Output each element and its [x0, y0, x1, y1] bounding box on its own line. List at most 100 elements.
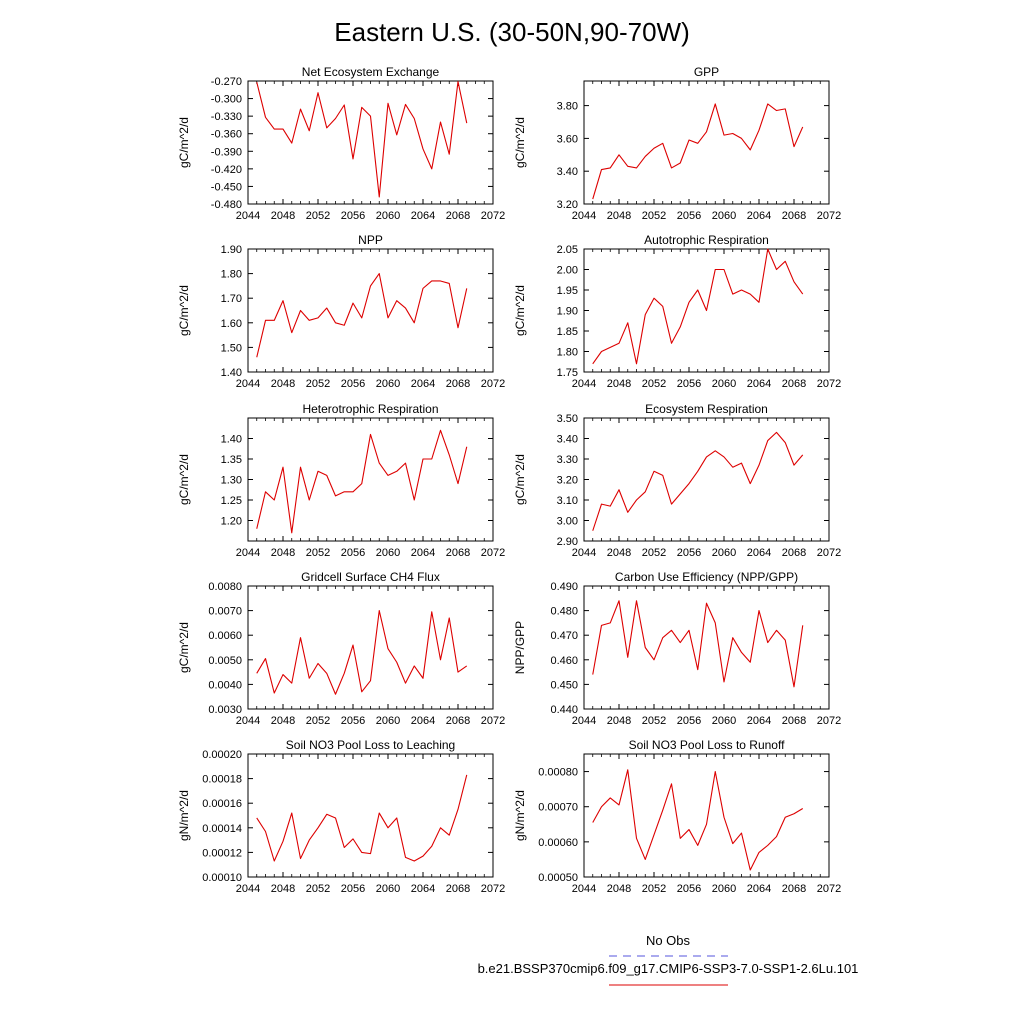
chart-5-ytick-label: 2.90	[557, 536, 578, 548]
chart-8-xtick-label: 2072	[481, 883, 505, 895]
chart-9-title: Soil NO3 Pool Loss to Runoff	[629, 738, 786, 752]
chart-8-xtick-label: 2060	[376, 883, 400, 895]
chart-2-xtick-label: 2056	[341, 378, 365, 390]
chart-7-series-0-line	[592, 600, 804, 688]
chart-7-xtick-label: 2056	[677, 715, 701, 727]
chart-3-ytick-label: 2.00	[557, 265, 578, 277]
chart-2: NPP gC/m^2/d 2044 2048 2052 2056 2060 2064 2068 2…	[177, 233, 505, 390]
chart-8-ytick-label: 0.00014	[202, 823, 242, 835]
chart-5-title: Ecosystem Respiration	[645, 402, 768, 416]
chart-7-xtick-label: 2072	[817, 715, 841, 727]
chart-5-xtick-label: 2056	[677, 547, 701, 559]
chart-6-ytick-label: 0.0080	[208, 581, 242, 593]
chart-6-xtick-label: 2068	[446, 715, 470, 727]
chart-4-ylabel: gC/m^2/d	[177, 454, 191, 505]
chart-7-xtick-label: 2068	[782, 715, 806, 727]
chart-3-series-0-line	[592, 248, 804, 365]
panels: Net Ecosystem Exchange gC/m^2/d 2044 2048 20…	[177, 65, 841, 895]
chart-0-ylabel: gC/m^2/d	[177, 117, 191, 168]
chart-2-xtick-label: 2068	[446, 378, 470, 390]
chart-6-xtick-label: 2060	[376, 715, 400, 727]
chart-3-xtick-label: 2072	[817, 378, 841, 390]
chart-7-ytick-label: 0.440	[550, 704, 578, 716]
chart-4-xtick-label: 2068	[446, 547, 470, 559]
chart-7-ytick-label: 0.490	[550, 581, 578, 593]
chart-0-ytick-label: -0.270	[211, 76, 242, 88]
chart-0-ytick-label: -0.360	[211, 129, 242, 141]
chart-0-ytick-label: -0.450	[211, 181, 242, 193]
chart-5-xtick-label: 2068	[782, 547, 806, 559]
chart-1-series-0-line	[592, 103, 804, 200]
chart-2-xtick-label: 2060	[376, 378, 400, 390]
chart-5-ytick-label: 3.10	[557, 495, 578, 507]
chart-7-ytick-label: 0.450	[550, 679, 578, 691]
chart-3: Autotrophic Respiration gC/m^2/d 2044 2048 2…	[513, 233, 841, 390]
chart-9-xtick-label: 2048	[607, 883, 631, 895]
chart-6-xtick-label: 2064	[411, 715, 435, 727]
chart-0-xtick-label: 2072	[481, 210, 505, 222]
chart-3-ylabel: gC/m^2/d	[513, 285, 527, 336]
legend: No Obs b.e21.BSSP370cmip6.f09_g17.CMIP6-…	[478, 933, 859, 986]
chart-8-title: Soil NO3 Pool Loss to Leaching	[286, 738, 455, 752]
chart-4-ytick-label: 1.20	[221, 516, 242, 528]
chart-6-xtick-label: 2044	[236, 715, 260, 727]
chart-0-xtick-label: 2052	[306, 210, 330, 222]
chart-3-ytick-label: 2.05	[557, 244, 578, 256]
chart-5-ytick-label: 3.00	[557, 516, 578, 528]
chart-0-xtick-label: 2068	[446, 210, 470, 222]
chart-3-xtick-label: 2064	[747, 378, 771, 390]
chart-9-xtick-label: 2072	[817, 883, 841, 895]
chart-0-ytick-label: -0.300	[211, 94, 242, 106]
chart-8-xtick-label: 2048	[271, 883, 295, 895]
chart-9-ytick-label: 0.00080	[538, 767, 578, 779]
chart-3-xtick-label: 2068	[782, 378, 806, 390]
chart-2-ytick-label: 1.90	[221, 244, 242, 256]
chart-2-title: NPP	[358, 233, 383, 247]
chart-1-xtick-label: 2060	[712, 210, 736, 222]
chart-8-xtick-label: 2052	[306, 883, 330, 895]
chart-8-ytick-label: 0.00016	[202, 798, 242, 810]
chart-3-xtick-label: 2060	[712, 378, 736, 390]
chart-3-ytick-label: 1.95	[557, 285, 578, 297]
chart-0-xtick-label: 2056	[341, 210, 365, 222]
chart-4-xtick-label: 2044	[236, 547, 260, 559]
chart-1-ytick-label: 3.40	[557, 166, 578, 178]
chart-3-xtick-label: 2044	[572, 378, 596, 390]
chart-3-ytick-label: 1.80	[557, 347, 578, 359]
chart-1-xtick-label: 2048	[607, 210, 631, 222]
chart-7-ytick-label: 0.470	[550, 630, 578, 642]
chart-0-ytick-label: -0.420	[211, 164, 242, 176]
chart-2-ytick-label: 1.70	[221, 293, 242, 305]
chart-9-xtick-label: 2044	[572, 883, 596, 895]
chart-1-title: GPP	[694, 65, 719, 79]
chart-0-series-0-line	[256, 81, 468, 198]
legend-case-label: b.e21.BSSP370cmip6.f09_g17.CMIP6-SSP3-7.…	[478, 961, 859, 976]
chart-1-xtick-label: 2056	[677, 210, 701, 222]
chart-9-xtick-label: 2060	[712, 883, 736, 895]
chart-0-xtick-label: 2048	[271, 210, 295, 222]
chart-1-xtick-label: 2072	[817, 210, 841, 222]
chart-6-xtick-label: 2056	[341, 715, 365, 727]
figure-title: Eastern U.S. (30-50N,90-70W)	[334, 17, 689, 47]
chart-5-xtick-label: 2048	[607, 547, 631, 559]
chart-4-xtick-label: 2072	[481, 547, 505, 559]
chart-5-xtick-label: 2072	[817, 547, 841, 559]
chart-7-title: Carbon Use Efficiency (NPP/GPP)	[615, 570, 798, 584]
chart-6-ytick-label: 0.0040	[208, 679, 242, 691]
chart-4-ytick-label: 1.40	[221, 434, 242, 446]
chart-5-series-0-line	[592, 431, 804, 531]
chart-8: Soil NO3 Pool Loss to Leaching gN/m^2/d 20…	[177, 738, 505, 895]
chart-6-ytick-label: 0.0030	[208, 704, 242, 716]
chart-6-xtick-label: 2048	[271, 715, 295, 727]
chart-1-xtick-label: 2044	[572, 210, 596, 222]
chart-5-xtick-label: 2064	[747, 547, 771, 559]
chart-9-ytick-label: 0.00070	[538, 802, 578, 814]
chart-8-xtick-label: 2056	[341, 883, 365, 895]
chart-7-ytick-label: 0.480	[550, 606, 578, 618]
chart-4-title: Heterotrophic Respiration	[302, 402, 438, 416]
chart-1-ylabel: gC/m^2/d	[513, 117, 527, 168]
chart-5-ylabel: gC/m^2/d	[513, 454, 527, 505]
chart-2-ytick-label: 1.60	[221, 318, 242, 330]
chart-3-ytick-label: 1.75	[557, 367, 578, 379]
chart-7-ytick-label: 0.460	[550, 655, 578, 667]
